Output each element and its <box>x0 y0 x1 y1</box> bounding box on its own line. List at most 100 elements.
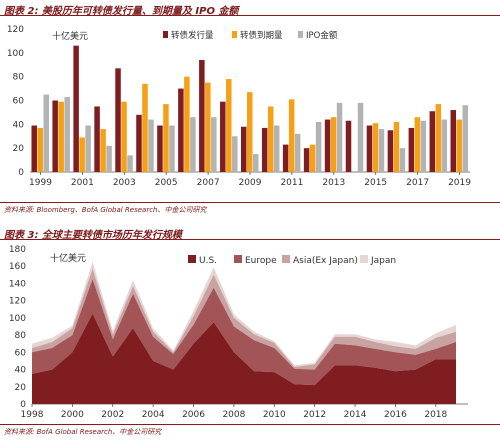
bar-2-2008 <box>232 136 238 172</box>
bar-2-2005 <box>169 125 175 172</box>
bar-0-2016 <box>387 130 394 172</box>
legend-label-0: U.S. <box>199 256 217 266</box>
bar-0-2012 <box>303 148 310 172</box>
bar-1-2009 <box>247 92 253 172</box>
x-tick-label: 2008 <box>222 410 245 420</box>
x-tick-label: 2019 <box>448 178 471 188</box>
figure2-source: 资料来源: Bloomberg、BofA Global Research、中金公… <box>4 206 207 214</box>
bar-2-2017 <box>420 120 427 172</box>
bar-2-2019 <box>462 105 469 172</box>
bar-0-2006 <box>178 88 184 172</box>
legend-label-0: 转债发行量 <box>171 30 214 41</box>
unit-label: 十亿美元 <box>52 30 88 42</box>
bar-0-2011 <box>282 144 289 172</box>
legend-swatch-0 <box>188 255 196 263</box>
x-tick-label: 2004 <box>142 410 165 420</box>
figure3-area-chart: 0 20 40 60 80 100 120 140 160 180 1998 2000 2002 2004… <box>9 245 468 420</box>
bar-0-2019 <box>450 110 457 172</box>
area-2 <box>32 268 456 370</box>
legend-label-3: Japan <box>370 256 396 266</box>
figure2-title-rule <box>0 15 500 16</box>
y-tick-label: 80 <box>13 73 25 83</box>
bar-0-2007 <box>199 59 205 172</box>
legend-label-1: Europe <box>245 256 277 266</box>
figure3-source: 资料来源: BofA Global Research、中金公司研究 <box>4 428 162 436</box>
x-tick-label: 2017 <box>406 178 429 188</box>
figure3-title: 图表 3: 全球主要转债市场历年发行规模 <box>4 230 182 241</box>
bar-0-2017 <box>408 127 415 172</box>
figure2-bar-chart: 0 20 40 60 80 100 120 1999 2001 2003 2005 2007 2009 2… <box>7 25 471 188</box>
legend-label-2: Asia(Ex Japan) <box>293 256 358 266</box>
bar-1-2001 <box>79 137 85 172</box>
y-tick-label: 20 <box>13 144 25 154</box>
bar-0-2000 <box>52 100 58 172</box>
y-tick-label: 0 <box>18 168 24 178</box>
legend-label-2: IPO金额 <box>306 30 338 41</box>
bar-0-2014 <box>345 120 352 172</box>
area-0 <box>32 313 456 404</box>
x-tick-label: 2006 <box>182 410 205 420</box>
y-tick-label: 40 <box>13 120 25 130</box>
bar-1-2017 <box>414 117 421 172</box>
figure2-title: 图表 2: 美股历年可转债发行量、到期量及 IPO 金额 <box>4 6 239 17</box>
bar-2-2002 <box>106 145 112 172</box>
bar-0-2010 <box>261 127 268 172</box>
legend-swatch-1 <box>232 31 237 38</box>
bar-2-2014 <box>357 102 364 172</box>
legend-swatch-1 <box>234 255 242 263</box>
x-tick-label: 2007 <box>197 178 220 188</box>
bar-1-2012 <box>309 144 316 172</box>
x-tick-label: 2012 <box>303 410 326 420</box>
y-tick-label: 80 <box>15 331 27 341</box>
x-tick-label: 2009 <box>239 178 262 188</box>
bar-2-2007 <box>211 117 217 172</box>
x-tick-label: 2015 <box>364 178 387 188</box>
bar-2-2016 <box>399 148 406 172</box>
bar-0-2018 <box>429 111 436 172</box>
x-tick-label: 2002 <box>101 410 124 420</box>
bar-1-2010 <box>267 106 274 172</box>
bar-0-1999 <box>31 125 37 172</box>
bar-1-2018 <box>435 104 442 172</box>
bar-1-2000 <box>58 101 64 172</box>
area-1 <box>32 279 456 386</box>
bar-0-2002 <box>94 106 100 172</box>
y-tick-label: 160 <box>9 262 26 272</box>
bar-1-2004 <box>142 83 148 172</box>
x-tick-label: 2005 <box>155 178 178 188</box>
bar-0-2005 <box>157 125 163 172</box>
bar-2-2018 <box>441 119 448 172</box>
bar-0-2001 <box>73 45 79 172</box>
bar-2-2009 <box>253 154 259 172</box>
y-tick-label: 0 <box>20 400 26 410</box>
x-tick-label: 2018 <box>424 410 447 420</box>
figure2-bottom-rule <box>0 202 500 203</box>
bar-1-2006 <box>184 76 190 172</box>
x-tick-label: 2013 <box>322 178 345 188</box>
y-tick-label: 100 <box>9 314 26 324</box>
x-tick-label: 2003 <box>113 178 136 188</box>
legend-swatch-0 <box>163 31 168 38</box>
y-tick-label: 40 <box>15 366 27 376</box>
bar-2-2001 <box>85 125 91 172</box>
x-tick-label: 2011 <box>280 178 303 188</box>
y-tick-label: 100 <box>7 49 24 59</box>
bar-2-2000 <box>64 96 70 172</box>
y-tick-label: 20 <box>15 383 27 393</box>
bar-2-2013 <box>336 102 343 172</box>
bar-1-2008 <box>226 79 232 172</box>
bar-2-2012 <box>315 121 322 172</box>
bar-1-2007 <box>205 82 211 172</box>
legend-swatch-2 <box>298 31 303 38</box>
y-tick-label: 60 <box>15 348 27 358</box>
bar-2-2011 <box>294 133 301 172</box>
bar-1-2002 <box>100 129 106 172</box>
bar-1-1999 <box>37 127 43 172</box>
bar-0-2013 <box>324 119 331 172</box>
x-tick-label: 2010 <box>263 410 286 420</box>
y-tick-label: 140 <box>9 279 26 289</box>
bar-2-2010 <box>273 125 280 172</box>
x-tick-label: 2001 <box>71 178 94 188</box>
y-tick-label: 120 <box>7 25 24 35</box>
y-tick-label: 60 <box>13 97 25 107</box>
